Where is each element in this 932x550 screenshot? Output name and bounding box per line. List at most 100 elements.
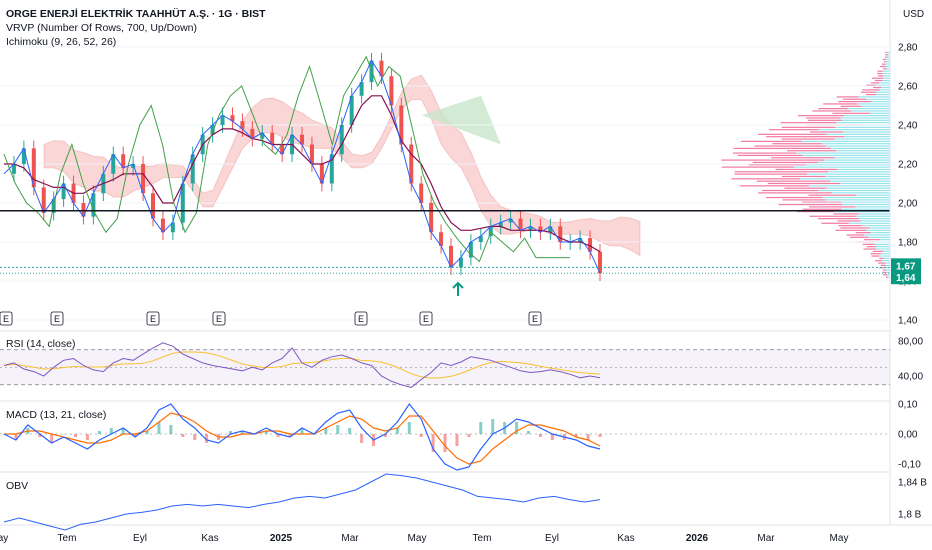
vp-up-bar <box>818 129 890 131</box>
vp-down-bar <box>882 274 888 276</box>
candle-body <box>11 164 16 174</box>
candle-body <box>468 242 473 258</box>
previous-close-badge-box <box>891 258 921 273</box>
macd-histogram-bar <box>169 425 173 434</box>
candle-body <box>399 105 404 145</box>
vp-up-bar <box>841 201 890 203</box>
vp-up-bar <box>875 246 890 248</box>
vp-up-bar <box>869 227 890 229</box>
vp-down-bar <box>862 89 880 91</box>
vp-up-bar <box>826 133 890 135</box>
vp-down-bar <box>721 159 825 161</box>
vp-down-bar <box>766 136 845 138</box>
obv-legend[interactable]: OBV <box>6 480 28 492</box>
vp-up-bar <box>881 86 890 89</box>
candle-body <box>131 164 136 168</box>
macd-histogram-bar <box>407 422 411 434</box>
vp-down-bar <box>886 276 889 278</box>
vp-up-bar <box>851 110 890 112</box>
vp-down-bar <box>882 58 886 61</box>
rsi-legend[interactable]: RSI (14, close) <box>6 338 75 350</box>
candle-body <box>458 257 463 268</box>
vp-down-bar <box>721 166 795 168</box>
time-tick-label: 2025 <box>270 533 293 544</box>
macd-histogram-bar <box>574 434 578 437</box>
obv-tick-label: 1,84 B <box>898 478 927 489</box>
kijun-base-line <box>4 95 601 253</box>
candle-body <box>121 154 126 168</box>
vp-down-bar <box>784 187 827 189</box>
vp-up-bar <box>875 84 890 86</box>
vp-down-bar <box>806 117 841 119</box>
price-tick-label: 2,80 <box>898 43 918 54</box>
vp-up-bar <box>840 117 890 119</box>
earnings-marker-box <box>50 311 64 326</box>
vp-down-bar <box>752 161 818 164</box>
vp-down-bar <box>808 194 857 196</box>
candle-body <box>210 125 215 135</box>
vp-up-bar <box>881 253 890 255</box>
time-axis-ticks[interactable]: ay Tem Eyl Kas 2025 Mar May Tem Eyl Kas 2026 Mar May <box>0 533 848 544</box>
macd-histogram-bar <box>455 434 459 446</box>
vp-down-bar <box>836 96 859 98</box>
vp-up-bar <box>885 58 890 61</box>
candle-body <box>329 154 334 184</box>
vp-up-bar <box>825 175 890 178</box>
vp-up-bar <box>863 234 890 236</box>
vp-down-bar <box>798 115 845 117</box>
vp-up-bar <box>794 166 890 168</box>
vp-down-bar <box>849 236 869 238</box>
candle-body <box>598 251 602 274</box>
vp-down-bar <box>802 208 842 210</box>
vp-up-bar <box>817 161 890 164</box>
vp-up-bar <box>875 248 890 250</box>
macd-tick-label: 0,10 <box>898 400 918 411</box>
vp-down-bar <box>756 180 831 182</box>
candle-body <box>31 148 36 188</box>
vp-up-bar <box>841 208 890 210</box>
ichimoku-legend[interactable]: Ichimoku (9, 26, 52, 26) <box>6 36 116 48</box>
earnings-marker-box <box>528 311 542 326</box>
vp-down-bar <box>810 131 844 133</box>
vp-up-bar <box>807 173 890 175</box>
previous-close-badge-label: 1,67 <box>896 261 916 272</box>
vp-down-bar <box>782 199 826 201</box>
candle-body <box>478 236 483 242</box>
candle-body <box>280 144 285 155</box>
macd-histogram-bar <box>324 428 328 434</box>
earnings-marker-label: E <box>423 314 429 324</box>
vp-up-bar <box>879 89 890 91</box>
vp-up-bar <box>856 194 890 196</box>
vp-up-bar <box>885 262 890 264</box>
vp-up-bar <box>837 168 890 171</box>
vp-down-bar <box>809 206 856 208</box>
vp-up-bar <box>825 145 890 147</box>
vp-up-bar <box>875 93 890 96</box>
macd-histogram-bar <box>431 434 435 452</box>
vp-up-bar <box>886 271 890 274</box>
candle-body <box>230 115 235 122</box>
currency-label[interactable]: USD <box>903 9 924 20</box>
vrvp-legend[interactable]: VRVP (Number Of Rows, 700, Up/Down) <box>6 22 197 34</box>
earnings-marker: E <box>146 311 160 326</box>
candle-body <box>558 226 563 242</box>
macd-legend[interactable]: MACD (13, 21, close) <box>6 409 106 421</box>
vp-up-bar <box>865 229 890 231</box>
rsi-tick-label: 80,00 <box>898 337 923 348</box>
macd-histogram-bar <box>395 428 399 434</box>
macd-histogram-bar <box>348 428 352 434</box>
macd-histogram-bar <box>133 434 137 437</box>
vp-up-bar <box>802 154 890 157</box>
vp-up-bar <box>879 239 890 241</box>
vp-down-bar <box>842 98 867 100</box>
candle-body <box>518 218 523 231</box>
vp-down-bar <box>885 51 888 54</box>
macd-histogram-bar <box>205 434 209 443</box>
macd-histogram-bar <box>550 434 554 440</box>
candle-body <box>349 95 354 125</box>
earnings-marker-label: E <box>3 314 9 324</box>
vp-down-bar <box>737 154 803 157</box>
candle-body <box>240 121 245 129</box>
